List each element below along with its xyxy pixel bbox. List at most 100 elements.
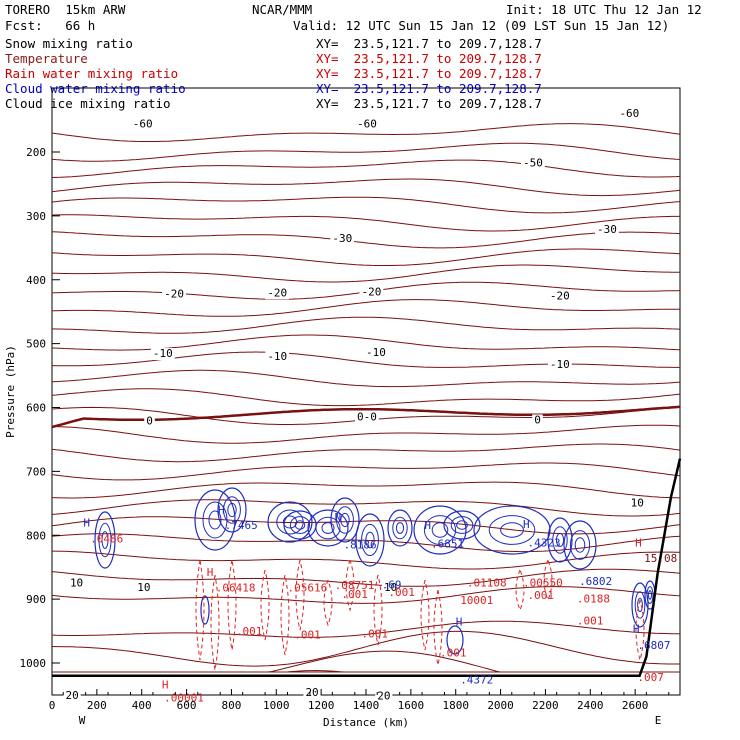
isotherm-line bbox=[51, 351, 680, 368]
isotherm-line bbox=[51, 178, 681, 197]
x-tick-label: 2000 bbox=[487, 699, 514, 712]
x-tick-label: 600 bbox=[177, 699, 197, 712]
isotherm-label-bg bbox=[547, 290, 572, 303]
legend-snow-xy: XY= 23.5,121.7 to 209.7,128.7 bbox=[316, 36, 542, 51]
extrema-label: .8186 bbox=[344, 539, 377, 552]
y-tick-label: 600 bbox=[26, 402, 46, 415]
extrema-label: .00550 bbox=[523, 576, 563, 589]
isotherm-line bbox=[51, 443, 681, 463]
cloud-water-contour bbox=[217, 487, 247, 533]
isotherm-label-bg bbox=[532, 414, 543, 427]
extrema-label: .6851 bbox=[431, 537, 464, 550]
isotherm-label-bg bbox=[135, 581, 153, 594]
isotherm-label-bg bbox=[547, 358, 572, 371]
isotherm-label: 10 bbox=[70, 576, 83, 589]
isotherm-label-bg bbox=[330, 233, 355, 246]
rain-contour bbox=[260, 569, 270, 641]
extrema-label: .6807 bbox=[637, 639, 670, 652]
x-tick-label: 400 bbox=[132, 699, 152, 712]
x-axis-left-end: W bbox=[79, 714, 86, 727]
legend-cloud-ice-name: Cloud ice mixing ratio bbox=[5, 96, 171, 111]
extrema-label: H bbox=[218, 504, 225, 517]
isotherm-label-bg bbox=[375, 690, 393, 703]
cloud-water-contour bbox=[552, 526, 568, 554]
isotherm-label-bg bbox=[381, 581, 400, 594]
extrema-label: .0188 bbox=[577, 592, 610, 605]
extrema-label: H bbox=[207, 566, 214, 579]
extrema-label: .007 bbox=[637, 671, 664, 684]
extrema-label: .4372 bbox=[460, 673, 493, 686]
cloud-water-contour bbox=[555, 532, 565, 548]
isotherm-line bbox=[51, 620, 680, 638]
isotherm-label: -50 bbox=[523, 157, 543, 170]
cloud-water-contour bbox=[574, 537, 586, 553]
extrema-label: .0486 bbox=[90, 532, 123, 545]
isotherm-label: 0 bbox=[534, 413, 541, 426]
extrema-label: .001 bbox=[388, 586, 415, 599]
legend-rain-name: Rain water mixing ratio bbox=[5, 66, 179, 81]
y-tick-label: 200 bbox=[26, 146, 46, 159]
extrema-label: .08751 bbox=[335, 579, 375, 592]
isotherm-line bbox=[51, 299, 680, 317]
cloud-water-contour bbox=[315, 516, 341, 540]
isotherm-label: -20 bbox=[550, 290, 570, 303]
extrema-label: H bbox=[83, 516, 90, 529]
isotherm-label: 10 bbox=[631, 497, 644, 510]
cloud-water-contour bbox=[194, 489, 236, 551]
cloud-water-contour bbox=[413, 505, 467, 555]
cloud-water-contour bbox=[267, 501, 313, 543]
extrema-label: .05616 bbox=[288, 581, 328, 594]
cloud-water-contour bbox=[563, 520, 597, 570]
legend-temperature-name: Temperature bbox=[5, 51, 88, 66]
cloud-water-contour bbox=[387, 509, 413, 547]
x-tick-label: 1000 bbox=[263, 699, 290, 712]
y-tick-label: 800 bbox=[26, 529, 46, 542]
terrain-line bbox=[52, 458, 682, 678]
cloud-water-contour bbox=[634, 591, 646, 619]
isotherm-label-bg bbox=[617, 107, 642, 120]
extrema-label: H bbox=[456, 615, 463, 628]
cloud-water-contour bbox=[294, 520, 306, 530]
legend-cloud-ice-xy: XY= 23.5,121.7 to 209.7,128.7 bbox=[316, 96, 542, 111]
rain-contour bbox=[323, 579, 333, 627]
isotherm-line bbox=[51, 123, 681, 142]
isotherm-label-bg bbox=[150, 348, 175, 361]
x-tick-label: 0 bbox=[49, 699, 56, 712]
extrema-label: H bbox=[523, 518, 530, 531]
x-axis-right-end: E bbox=[655, 714, 662, 727]
extrema-label: N bbox=[335, 511, 342, 524]
rain-contour bbox=[280, 574, 290, 656]
extrema-label: H bbox=[633, 622, 640, 635]
isotherm-label-bg bbox=[628, 497, 646, 510]
isotherm-label-bg bbox=[521, 157, 545, 170]
cloud-water-contour bbox=[336, 506, 354, 534]
cloud-water-contour bbox=[648, 590, 652, 600]
init-time: Init: 18 UTC Thu 12 Jan 12 bbox=[506, 2, 702, 17]
cloud-water-contour bbox=[443, 510, 481, 540]
extrema-label: .4323 bbox=[527, 537, 560, 550]
cloud-water-contour bbox=[631, 582, 649, 628]
cloud-water-contour bbox=[361, 523, 379, 557]
isotherm-label-bg bbox=[265, 351, 290, 364]
cloud-water-contour bbox=[395, 522, 405, 534]
isotherm-label: -10 bbox=[366, 346, 386, 359]
extrema-label: .6802 bbox=[579, 575, 612, 588]
cloud-water-contour bbox=[200, 595, 210, 625]
rain-contour bbox=[433, 589, 443, 666]
cloud-water-contour bbox=[446, 625, 464, 655]
legend-cloud-water-name: Cloud water mixing ratio bbox=[5, 81, 186, 96]
isotherm-line bbox=[51, 264, 680, 283]
cloud-water-contour bbox=[646, 586, 654, 604]
cloud-water-contour bbox=[473, 505, 551, 555]
isotherm-label-bg bbox=[364, 346, 388, 359]
x-tick-label: 1400 bbox=[353, 699, 380, 712]
y-tick-label: 300 bbox=[26, 210, 46, 223]
cloud-water-contour bbox=[456, 520, 468, 530]
y-tick-label: 700 bbox=[26, 465, 46, 478]
isotherm-line bbox=[51, 231, 681, 249]
isotherm-line bbox=[51, 630, 680, 667]
x-tick-label: 1600 bbox=[398, 699, 425, 712]
y-tick-label: 1000 bbox=[20, 657, 47, 670]
x-axis-title: Distance (km) bbox=[323, 716, 409, 729]
